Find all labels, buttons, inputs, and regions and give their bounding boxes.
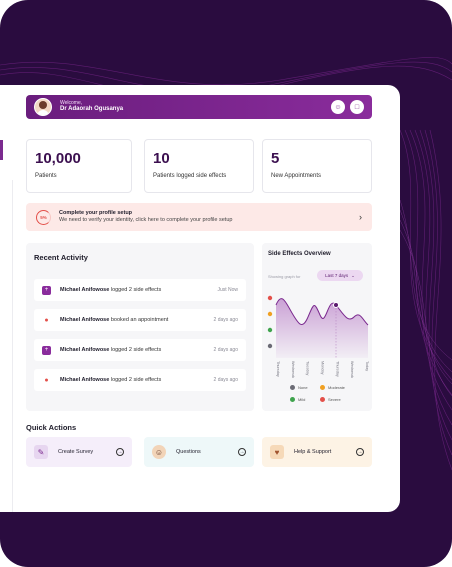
- arrow-right-icon: →: [356, 448, 364, 456]
- stat-card-appointments[interactable]: 5 New Appointments: [262, 139, 372, 193]
- profile-setup-banner[interactable]: 5% Complete your profile setup We need t…: [26, 203, 372, 231]
- list-item[interactable]: + Michael Anifowose logged 2 side effect…: [34, 339, 246, 361]
- activity-time: 2 days ago: [213, 317, 238, 323]
- banner-title: Complete your profile setup: [59, 209, 133, 216]
- list-item[interactable]: + Michael Anifowose logged 2 side effect…: [34, 279, 246, 301]
- stat-label: Patients logged side effects: [153, 173, 227, 179]
- severity-dot-mild: [267, 327, 273, 333]
- user-name: Dr Adaorah Ogusanya: [60, 106, 124, 113]
- day-label: Thursday: [276, 361, 280, 377]
- stat-label: Patients: [35, 173, 57, 179]
- chat-icon: □: [354, 103, 360, 111]
- side-effects-chart: Thursday Wednesday Tuesday Monday Thursday We…: [267, 295, 369, 378]
- banner-description: We need to verify your identity, click h…: [59, 217, 233, 223]
- activity-action: logged 2 side effects: [110, 287, 162, 293]
- severity-dot-moderate: [267, 311, 273, 317]
- chart-marker-point[interactable]: [333, 302, 339, 308]
- activity-time: 2 days ago: [213, 347, 238, 353]
- legend-label: Mild: [298, 397, 306, 402]
- avatar[interactable]: [34, 98, 52, 116]
- activity-action: logged 2 side effects: [110, 347, 162, 353]
- help-support-button[interactable]: ♥ Help & Support →: [262, 437, 372, 467]
- chart-line: [275, 298, 369, 326]
- legend-dot: [320, 385, 325, 390]
- plus-icon: +: [42, 285, 51, 295]
- day-label: Wednesday: [350, 361, 354, 378]
- legend-dot: [290, 397, 295, 402]
- range-select[interactable]: Last 7 days ⌄: [317, 270, 363, 281]
- plus-icon: +: [42, 345, 51, 355]
- activity-user: Michael Anifowose: [60, 347, 110, 353]
- legend-item: None: [290, 385, 308, 390]
- activity-user: Michael Anifowose: [60, 377, 110, 383]
- activity-time: 2 days ago: [213, 377, 238, 383]
- side-effects-title: Side Effects Overview: [268, 251, 331, 257]
- quick-actions-title: Quick Actions: [26, 423, 77, 432]
- survey-icon: ✎: [34, 445, 48, 459]
- day-label: Monday: [321, 361, 325, 375]
- severity-dot-severe: [267, 295, 273, 301]
- dashboard-card: Welcome, Dr Adaorah Ogusanya ☺ □ 10,000 …: [0, 85, 400, 512]
- profile-progress-ring: 5%: [36, 209, 51, 225]
- chevron-right-icon[interactable]: ›: [359, 212, 362, 222]
- create-survey-button[interactable]: ✎ Create Survey →: [26, 437, 132, 467]
- person-icon: ☺: [152, 445, 166, 459]
- sidebar-divider: [12, 180, 13, 512]
- legend-label: Moderate: [328, 385, 345, 390]
- sidebar-active-indicator: [0, 140, 3, 160]
- side-effects-panel: Side Effects Overview Showing graph for …: [262, 243, 372, 411]
- legend-item: Moderate: [320, 385, 345, 390]
- recent-activity-panel: Recent Activity + Michael Anifowose logg…: [26, 243, 254, 411]
- user-icon: ☺: [334, 103, 342, 111]
- legend-item: Mild: [290, 397, 305, 402]
- activity-action: logged 2 side effects: [110, 377, 162, 383]
- quick-action-label: Questions: [176, 449, 201, 455]
- stat-value: 10,000: [35, 150, 81, 167]
- chart-area: [276, 298, 368, 358]
- chart-legend: None Moderate Mild Severe: [262, 385, 372, 407]
- show-graph-label: Showing graph for: [268, 274, 301, 279]
- activity-time: Just Now: [217, 287, 238, 293]
- legend-dot: [320, 397, 325, 402]
- day-label: Tuesday: [306, 361, 310, 376]
- bell-icon: ●: [44, 316, 49, 324]
- stat-value: 10: [153, 150, 170, 167]
- questions-button[interactable]: ☺ Questions →: [144, 437, 254, 467]
- messages-button[interactable]: □: [350, 100, 364, 114]
- legend-label: Severe: [328, 397, 341, 402]
- activity-user: Michael Anifowose: [60, 287, 110, 293]
- day-label: Today: [365, 361, 369, 371]
- profile-button[interactable]: ☺: [331, 100, 345, 114]
- activity-action: booked an appointment: [110, 317, 169, 323]
- quick-action-label: Help & Support: [294, 449, 332, 455]
- legend-item: Severe: [320, 397, 341, 402]
- day-label: Wednesday: [291, 361, 295, 378]
- stat-card-side-effects[interactable]: 10 Patients logged side effects: [144, 139, 254, 193]
- stat-card-patients[interactable]: 10,000 Patients: [26, 139, 132, 193]
- day-label: Thursday: [335, 361, 339, 377]
- arrow-right-icon: →: [116, 448, 124, 456]
- bell-icon: ●: [44, 376, 49, 384]
- arrow-right-icon: →: [238, 448, 246, 456]
- stat-value: 5: [271, 150, 280, 167]
- legend-label: None: [298, 385, 308, 390]
- welcome-label: Welcome,: [60, 99, 83, 106]
- support-icon: ♥: [270, 445, 284, 459]
- list-item[interactable]: ● Michael Anifowose booked an appointmen…: [34, 309, 246, 331]
- stat-label: New Appointments: [271, 173, 322, 179]
- quick-action-label: Create Survey: [58, 449, 94, 455]
- legend-dot: [290, 385, 295, 390]
- chevron-down-icon: ⌄: [351, 272, 355, 278]
- range-value: Last 7 days: [325, 273, 349, 278]
- list-item[interactable]: ● Michael Anifowose logged 2 side effect…: [34, 369, 246, 391]
- severity-dot-none: [267, 343, 273, 349]
- activity-user: Michael Anifowose: [60, 317, 110, 323]
- welcome-header: Welcome, Dr Adaorah Ogusanya ☺ □: [26, 95, 372, 119]
- recent-activity-title: Recent Activity: [34, 253, 88, 262]
